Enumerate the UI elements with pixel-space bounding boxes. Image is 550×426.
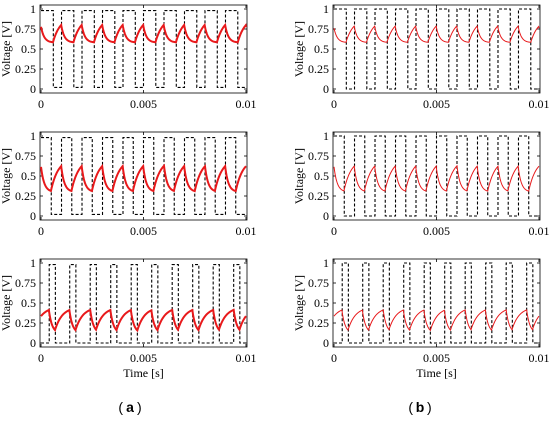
x-tick-label: 0.01 <box>528 351 549 365</box>
y-tick-label: 0 <box>30 82 36 96</box>
plot-frame <box>332 258 541 348</box>
caption-right: ( b ) <box>408 399 431 415</box>
chart-panel-a3: 0 0.25 0.5 0.75 1 0 0.005 0.01 Voltage [V] Time [… <box>0 256 256 380</box>
svg-text:(: ( <box>408 399 413 415</box>
chart-panel-b3: 0 0.25 0.5 0.75 1 0 0.005 0.01 Voltage [V] Time [… <box>292 256 549 380</box>
y-tick-label: 0 <box>323 336 329 350</box>
y-axis-label: Voltage [V] <box>0 275 13 331</box>
y-tick-label: 0.75 <box>15 22 36 36</box>
y-tick-label: 1 <box>30 2 36 16</box>
series-voltage-b3 <box>333 309 540 332</box>
x-tick-label: 0 <box>331 351 337 365</box>
y-tick-label: 0.75 <box>308 22 329 36</box>
x-axis-label: Time [s] <box>123 366 164 380</box>
y-tick-label: 0.25 <box>15 189 36 203</box>
y-tick-label: 1 <box>323 2 329 16</box>
y-axis-label: Voltage [V] <box>292 21 306 77</box>
chart-panel-a2: 0 0.25 0.5 0.75 1 0 0.005 0.01 Voltage [V] <box>0 129 256 238</box>
y-tick-label: 0.5 <box>21 42 36 56</box>
y-tick-label: 0.75 <box>308 149 329 163</box>
y-axis-label: Voltage [V] <box>0 21 13 77</box>
y-tick-label: 0.75 <box>15 149 36 163</box>
y-tick-label: 0.25 <box>308 189 329 203</box>
y-tick-label: 0.25 <box>15 316 36 330</box>
chart-panel-b1: 0 0.25 0.5 0.75 1 0 0.005 0.01 Voltage [V] <box>292 2 549 111</box>
series-voltage-a2 <box>40 163 247 193</box>
x-tick-label: 0 <box>38 351 44 365</box>
x-tick-label: 0.005 <box>423 351 450 365</box>
x-tick-label: 0.005 <box>130 224 157 238</box>
plot-frame <box>39 258 248 348</box>
series-voltage-a3 <box>40 308 247 333</box>
series-voltage-a1 <box>40 22 247 44</box>
y-tick-label: 0 <box>323 82 329 96</box>
x-tick-label: 0.005 <box>423 97 450 111</box>
x-tick-label: 0 <box>38 97 44 111</box>
y-tick-label: 0.5 <box>314 296 329 310</box>
x-tick-label: 0.01 <box>528 97 549 111</box>
y-tick-label: 0.25 <box>15 62 36 76</box>
series-pwm-b3 <box>334 262 539 344</box>
series-voltage-b1 <box>333 25 540 43</box>
x-tick-label: 0.01 <box>528 224 549 238</box>
series-pwm-b1 <box>334 8 539 90</box>
y-tick-label: 0 <box>30 336 36 350</box>
x-tick-label: 0 <box>38 224 44 238</box>
svg-text:(: ( <box>118 399 123 415</box>
caption-right-label: b <box>416 399 425 415</box>
y-tick-label: 1 <box>323 256 329 270</box>
chart-panel-b2: 0 0.25 0.5 0.75 1 0 0.005 0.01 Voltage [V] <box>292 129 549 238</box>
series-pwm-b2 <box>334 135 539 217</box>
x-axis-label: Time [s] <box>416 366 457 380</box>
x-tick-label: 0.005 <box>130 351 157 365</box>
y-tick-label: 0.5 <box>21 296 36 310</box>
y-tick-label: 1 <box>30 129 36 143</box>
series-pwm-a3 <box>41 264 246 344</box>
y-tick-label: 1 <box>30 256 36 270</box>
x-tick-label: 0.005 <box>423 224 450 238</box>
x-tick-label: 0.01 <box>235 351 256 365</box>
y-tick-label: 0 <box>323 209 329 223</box>
series-pwm-a1 <box>41 10 246 88</box>
x-tick-label: 0 <box>331 224 337 238</box>
y-tick-label: 0.75 <box>308 276 329 290</box>
caption-left-label: a <box>126 399 134 415</box>
chart-panel-a1: 0 0.25 0.5 0.75 1 0 0.005 0.01 Voltage [V] <box>0 2 256 111</box>
x-tick-label: 0 <box>331 97 337 111</box>
series-voltage-b2 <box>333 164 540 192</box>
y-tick-label: 0.25 <box>308 316 329 330</box>
caption-left: ( a ) <box>118 399 141 415</box>
svg-text:): ) <box>137 399 142 415</box>
y-tick-label: 0.75 <box>15 276 36 290</box>
series-pwm-a2 <box>41 137 246 215</box>
y-tick-label: 0.5 <box>21 169 36 183</box>
y-tick-label: 0 <box>30 209 36 223</box>
y-axis-label: Voltage [V] <box>0 148 13 204</box>
y-axis-label: Voltage [V] <box>292 275 306 331</box>
y-axis-label: Voltage [V] <box>292 148 306 204</box>
y-tick-label: 0.5 <box>314 42 329 56</box>
y-tick-label: 1 <box>323 129 329 143</box>
x-tick-label: 0.01 <box>235 97 256 111</box>
y-tick-label: 0.5 <box>314 169 329 183</box>
x-tick-label: 0.005 <box>130 97 157 111</box>
x-tick-label: 0.01 <box>235 224 256 238</box>
y-tick-label: 0.25 <box>308 62 329 76</box>
svg-text:): ) <box>427 399 432 415</box>
